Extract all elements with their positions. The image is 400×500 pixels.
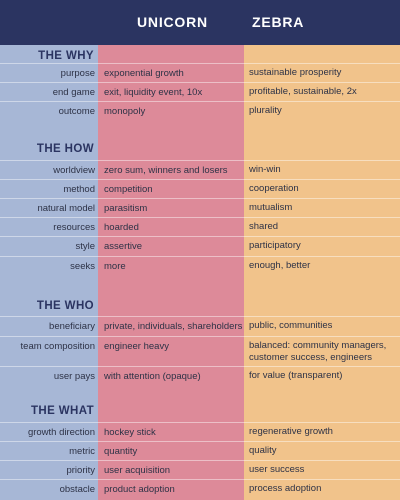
unicorn-cell: engineer heavy (104, 341, 169, 352)
row-label: outcome (58, 106, 95, 117)
table-row: user pays with attention (opaque) for va… (0, 366, 400, 386)
row-label: beneficiary (49, 321, 95, 332)
section-how: THE HOW (0, 138, 400, 160)
unicorn-cell: assertive (104, 241, 143, 252)
zebra-cell: cooperation (249, 183, 299, 194)
zebra-cell: mutualism (249, 202, 293, 213)
zebra-cell: win-win (249, 164, 281, 175)
table-row: seeks more enough, better (0, 256, 400, 276)
zebra-column-background (244, 0, 400, 500)
zebra-cell: quality (249, 445, 277, 456)
unicorn-cell: competition (104, 184, 153, 195)
unicorn-cell: exit, liquidity event, 10x (104, 87, 203, 98)
zebra-cell: sustainable prosperity (249, 67, 342, 78)
unicorn-cell: exponential growth (104, 68, 184, 79)
zebra-cell: regenerative growth (249, 426, 333, 437)
row-label: user pays (53, 371, 95, 382)
table-header: UNICORN ZEBRA (0, 0, 400, 45)
section-what: THE WHAT (0, 400, 400, 422)
zebra-cell: for value (transparent) (249, 370, 343, 381)
unicorn-cell: more (104, 261, 126, 272)
zebra-column-heading: ZEBRA (252, 14, 305, 30)
unicorn-cell: product adoption (104, 484, 175, 495)
table-row: end game exit, liquidity event, 10x prof… (0, 82, 400, 102)
section-why: THE WHY (0, 45, 400, 67)
row-label: obstacle (59, 484, 95, 495)
row-label: resources (53, 222, 95, 233)
section-title: THE WHAT (30, 405, 94, 417)
zebra-cell: shared (249, 221, 279, 232)
section-who: THE WHO (0, 295, 400, 317)
section-title: THE HOW (36, 143, 94, 155)
table-row: beneficiary private, individuals, shareh… (0, 316, 400, 336)
row-label: priority (66, 465, 95, 476)
unicorn-cell: with attention (opaque) (104, 371, 201, 382)
unicorn-cell: parasitism (104, 203, 148, 214)
table-row: style assertive participatory (0, 236, 400, 256)
row-label: end game (52, 87, 95, 98)
zebra-cell: public, communities (249, 320, 333, 331)
row-label: natural model (37, 203, 95, 214)
table-row: growth direction hockey stick regenerati… (0, 422, 400, 442)
row-label: team composition (20, 341, 95, 352)
row-label: method (63, 184, 95, 195)
section-title: THE WHY (38, 50, 94, 62)
zebra-cell: enough, better (249, 260, 311, 271)
row-label: worldview (53, 165, 95, 176)
table-row: team composition engineer heavy balanced… (0, 336, 400, 367)
table-row: natural model parasitism mutualism (0, 198, 400, 218)
unicorn-cell: hockey stick (104, 427, 156, 438)
table-row: resources hoarded shared (0, 217, 400, 237)
label-column-background (0, 0, 98, 500)
table-row: metric quantity quality (0, 441, 400, 461)
unicorn-column-background (98, 0, 244, 500)
row-label: seeks (70, 261, 95, 272)
unicorn-cell: hoarded (104, 222, 139, 233)
row-label: style (75, 241, 95, 252)
unicorn-cell: monopoly (104, 106, 146, 117)
row-label: growth direction (27, 427, 95, 438)
row-label: purpose (60, 68, 95, 79)
section-title: THE WHO (36, 300, 94, 312)
unicorn-cell: quantity (104, 446, 138, 457)
zebra-cell: process adoption (249, 483, 322, 494)
table-row: outcome monopoly plurality (0, 101, 400, 121)
table-row: obstacle product adoption process adopti… (0, 479, 400, 499)
zebra-cell: balanced: community managers, customer s… (249, 340, 387, 363)
zebra-cell: profitable, sustainable, 2x (249, 86, 357, 97)
unicorn-cell: private, individuals, shareholders (104, 321, 243, 332)
zebra-cell: participatory (249, 240, 301, 251)
unicorn-cell: zero sum, winners and losers (104, 165, 228, 176)
table-row: purpose exponential growth sustainable p… (0, 63, 400, 83)
table-row: worldview zero sum, winners and losers w… (0, 160, 400, 180)
unicorn-cell: user acquisition (104, 465, 171, 476)
table-row: priority user acquisition user success (0, 460, 400, 480)
table-row: method competition cooperation (0, 179, 400, 199)
unicorn-column-heading: UNICORN (137, 14, 208, 30)
row-label: metric (69, 446, 95, 457)
zebra-cell: user success (249, 464, 305, 475)
zebra-cell: plurality (249, 105, 282, 116)
